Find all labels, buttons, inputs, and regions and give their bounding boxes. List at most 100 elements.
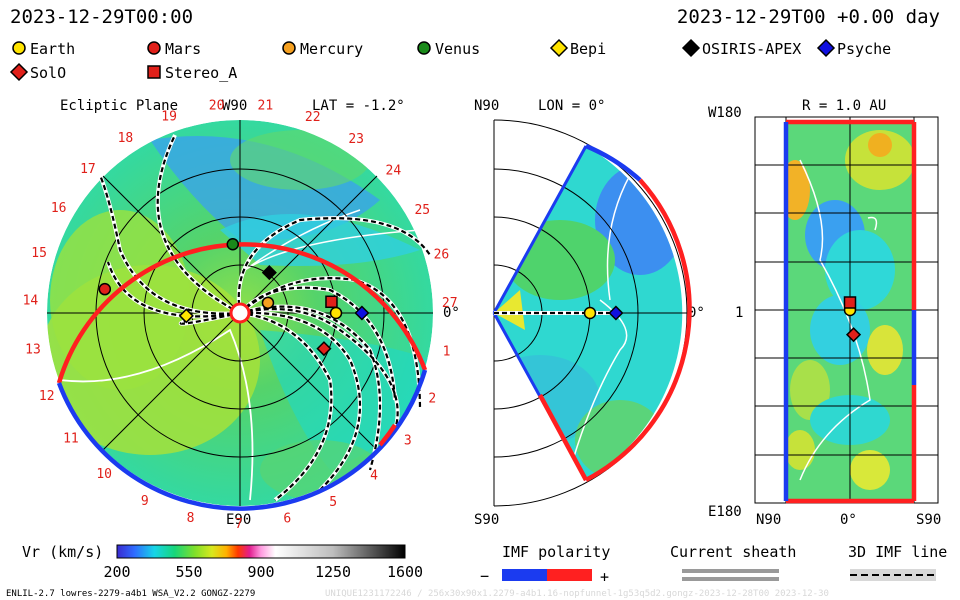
- ecliptic-earth-marker: [329, 306, 343, 320]
- carrington-label-25: 25: [414, 203, 430, 218]
- ecliptic-axis-right: 0°: [443, 305, 460, 321]
- meridional-axis-bottom: S90: [474, 512, 499, 528]
- datetime-right: 2023-12-29T00 +0.00 day: [677, 6, 940, 28]
- legend-item-bepi: Bepi: [549, 38, 606, 58]
- imf-minus-label: −: [480, 567, 489, 585]
- latlon-velocity-map: [786, 122, 914, 502]
- colorbar-tick-200: 200: [103, 563, 130, 581]
- carrington-label-22: 22: [305, 110, 321, 125]
- legend-label-venus: Venus: [435, 40, 480, 58]
- ecliptic-mercury-marker: [261, 296, 275, 310]
- legend-label-psyche: Psyche: [837, 40, 891, 58]
- carrington-label-8: 8: [187, 511, 195, 526]
- carrington-label-18: 18: [118, 131, 134, 146]
- carrington-label-21: 21: [258, 99, 274, 114]
- ecliptic-osiris-apex-marker: [261, 265, 277, 281]
- legend-label-mars: Mars: [165, 40, 201, 58]
- earth-marker-icon: [12, 41, 26, 55]
- ecliptic-plane-panel: Ecliptic Plane W90 LAT = -1.2° E90 0°: [23, 98, 460, 532]
- legend-label-bepi: Bepi: [570, 40, 606, 58]
- colorbar-tick-900: 900: [247, 563, 274, 581]
- legend-item-earth: Earth: [12, 40, 75, 58]
- carrington-label-5: 5: [329, 495, 337, 510]
- carrington-label-7: 7: [235, 517, 243, 532]
- osiris-apex-marker-icon: [681, 38, 701, 58]
- legend-item-solo: SolO: [9, 62, 66, 82]
- carrington-label-6: 6: [283, 512, 291, 527]
- ecliptic-mars-marker: [98, 282, 112, 296]
- meridional-panel: N90 LON = 0° S90 0°: [474, 98, 705, 528]
- meridional-boundary-polarity: [492, 143, 692, 482]
- carrington-label-12: 12: [39, 389, 55, 404]
- latlon-x-mid: 0°: [840, 512, 857, 528]
- carrington-label-19: 19: [161, 109, 177, 124]
- sun-inner-boundary: [229, 302, 251, 324]
- legend-label-mercury: Mercury: [300, 40, 363, 58]
- carrington-label-9: 9: [141, 494, 149, 509]
- meridional-psyche-marker: [608, 305, 624, 321]
- latlon-y-bottom: E180: [708, 504, 742, 520]
- imf-line-key: 3D IMF line: [848, 543, 947, 581]
- carrington-label-3: 3: [404, 433, 412, 448]
- imf-negative-swatch: [502, 569, 547, 581]
- carrington-label-1: 1: [443, 345, 451, 360]
- legend-item-stereo-a: Stereo_A: [147, 64, 237, 82]
- imf-positive-swatch: [547, 569, 592, 581]
- imf-plus-label: +: [600, 568, 609, 586]
- legend: Earth Mars Mercury Venus Bepi OSIRIS-APE…: [9, 38, 891, 82]
- imf-line-label: 3D IMF line: [848, 543, 947, 561]
- ecliptic-venus-marker: [226, 238, 240, 251]
- footer-left: ENLIL-2.7 lowres-2279-a4b1 WSA_V2.2 GONG…: [6, 589, 255, 599]
- sheath-line-2: [682, 577, 779, 581]
- imf-line-bg: [850, 569, 936, 581]
- legend-item-psyche: Psyche: [816, 38, 891, 58]
- carrington-label-2: 2: [428, 391, 436, 406]
- carrington-label-20: 20: [209, 98, 225, 113]
- carrington-label-11: 11: [63, 432, 79, 447]
- meridional-axis-right: 0°: [688, 305, 705, 321]
- carrington-label-24: 24: [386, 164, 402, 179]
- latlon-objects: [843, 296, 862, 343]
- meridional-title: LON = 0°: [538, 98, 605, 114]
- latlon-solo-marker: [845, 327, 862, 343]
- footer-right: UNIQUE1231172246 / 256x30x90x1.2279-a4b1…: [325, 589, 829, 599]
- carrington-label-13: 13: [25, 342, 41, 357]
- carrington-label-15: 15: [31, 246, 47, 261]
- latlon-panel: W180 R = 1.0 AU 1 E180 N90 0° S90: [708, 98, 941, 528]
- carrington-label-17: 17: [80, 162, 96, 177]
- current-sheath-key: Current sheath: [670, 543, 796, 581]
- imf-polarity-key: IMF polarity − +: [480, 543, 610, 586]
- latlon-stereo-a-marker: [843, 296, 857, 309]
- legend-item-venus: Venus: [417, 40, 480, 58]
- venus-marker-icon: [417, 41, 431, 55]
- colorbar-ticks: 200 550 900 1250 1600: [103, 563, 423, 581]
- colorbar-tick-1600: 1600: [387, 563, 423, 581]
- bepi-marker-icon: [549, 38, 569, 58]
- sheath-line-1: [682, 569, 779, 573]
- stereo-a-marker-icon: [147, 65, 161, 79]
- mars-marker-icon: [147, 41, 161, 55]
- ecliptic-solo-marker: [316, 341, 332, 357]
- meridional-axis-top: N90: [474, 98, 499, 114]
- datetime-left: 2023-12-29T00:00: [10, 6, 193, 28]
- legend-label-solo: SolO: [30, 64, 66, 82]
- ecliptic-psyche-marker: [354, 305, 370, 321]
- legend-label-osiris-apex: OSIRIS-APEX: [702, 40, 801, 58]
- latlon-x-right: S90: [916, 512, 941, 528]
- ecliptic-lat-label: LAT = -1.2°: [312, 98, 405, 114]
- carrington-label-26: 26: [434, 248, 450, 263]
- ecliptic-bepi-marker: [178, 308, 194, 324]
- legend-label-earth: Earth: [30, 40, 75, 58]
- ecliptic-axis-top: W90: [222, 98, 247, 114]
- meridional-objects: [583, 305, 624, 321]
- colorbar-label: Vr (km/s): [22, 543, 103, 561]
- ecliptic-axis-bottom: E90: [226, 512, 251, 528]
- meridional-earth-marker: [583, 306, 597, 320]
- ecliptic-stereo-a-marker: [325, 295, 338, 309]
- latlon-boundary-polarity: [783, 119, 917, 504]
- latlon-x-left: N90: [756, 512, 781, 528]
- carrington-label-16: 16: [51, 201, 67, 216]
- legend-item-osiris-apex: OSIRIS-APEX: [681, 38, 801, 58]
